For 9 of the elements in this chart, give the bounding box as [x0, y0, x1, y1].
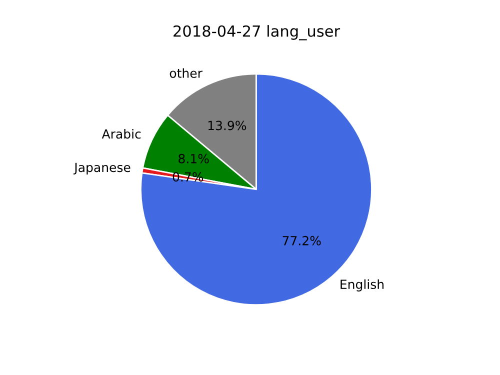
- data-label: 13.9%: [208, 120, 246, 130]
- slice-label: Japanese: [74, 162, 130, 175]
- slice-label: English: [340, 279, 384, 292]
- data-label: 8.1%: [178, 154, 209, 164]
- data-label: 77.2%: [282, 236, 321, 246]
- data-label: 0.7%: [172, 172, 204, 182]
- slice-label: other: [170, 68, 202, 78]
- chart-title: 2018-04-27 lang_user: [174, 25, 340, 40]
- slice-label: Arabic: [102, 129, 141, 139]
